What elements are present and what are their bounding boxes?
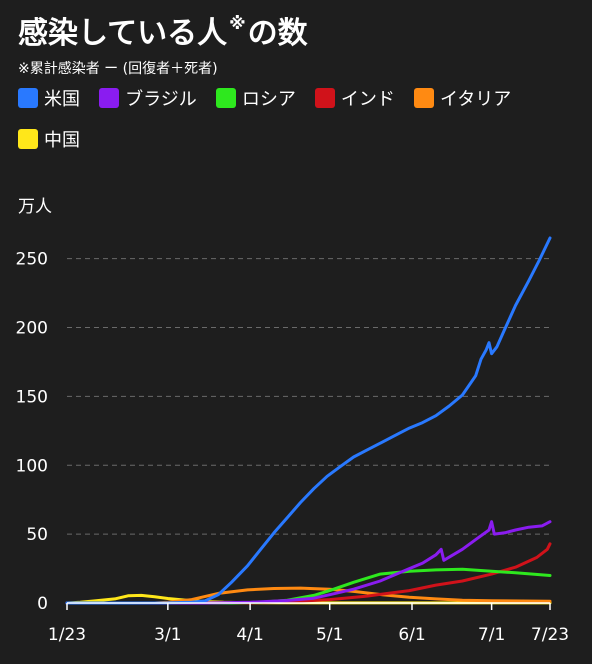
series-line-米国 — [65, 236, 552, 605]
legend-item-us: 米国 — [18, 86, 80, 114]
legend: 米国 ブラジル ロシア インド イタリア 中国 — [18, 86, 578, 168]
chart-title: 感染している人 ※の数 — [18, 8, 308, 52]
legend-label: ロシア — [241, 89, 296, 110]
legend-label: 中国 — [44, 130, 80, 151]
x-tick-label: 4/1 — [236, 625, 263, 645]
legend-item-india: インド — [314, 86, 395, 114]
legend-swatch — [99, 88, 120, 108]
title-note-mark: ※ — [229, 14, 246, 34]
legend-label: ブラジル — [125, 89, 197, 110]
y-tick-label: 100 — [16, 456, 48, 476]
y-tick-label: 50 — [26, 525, 48, 545]
y-axis-unit: 万人 — [18, 197, 52, 217]
legend-label: 米国 — [44, 89, 80, 110]
chart-subtitle: ※累計感染者 ー (回復者＋死者) — [18, 61, 218, 77]
y-tick-label: 0 — [37, 594, 48, 614]
x-tick-label: 7/23 — [531, 625, 569, 645]
x-tick-label: 6/1 — [398, 625, 425, 645]
legend-item-italy: イタリア — [414, 86, 511, 114]
title-text: 感染している人 — [18, 16, 228, 51]
legend-label: イタリア — [440, 89, 512, 110]
x-tick-label: 3/1 — [154, 625, 181, 645]
legend-swatch — [414, 88, 435, 108]
y-tick-label: 250 — [16, 250, 48, 270]
y-tick-label: 150 — [16, 387, 48, 407]
legend-item-russia: ロシア — [215, 86, 296, 114]
legend-swatch — [18, 129, 38, 149]
legend-swatch — [18, 88, 38, 108]
x-tick-label: 1/23 — [48, 625, 86, 645]
legend-item-brazil: ブラジル — [99, 86, 197, 114]
series-line-ブラジル — [65, 520, 552, 605]
legend-swatch — [314, 88, 335, 108]
legend-label: インド — [340, 89, 395, 110]
legend-swatch — [215, 88, 236, 108]
x-tick-label: 5/1 — [316, 625, 343, 645]
x-tick-label: 7/1 — [478, 625, 505, 645]
legend-item-china: 中国 — [18, 127, 80, 155]
y-tick-label: 200 — [16, 319, 48, 339]
series-line-イタリア — [65, 586, 552, 605]
title-suffix: の数 — [247, 16, 308, 51]
